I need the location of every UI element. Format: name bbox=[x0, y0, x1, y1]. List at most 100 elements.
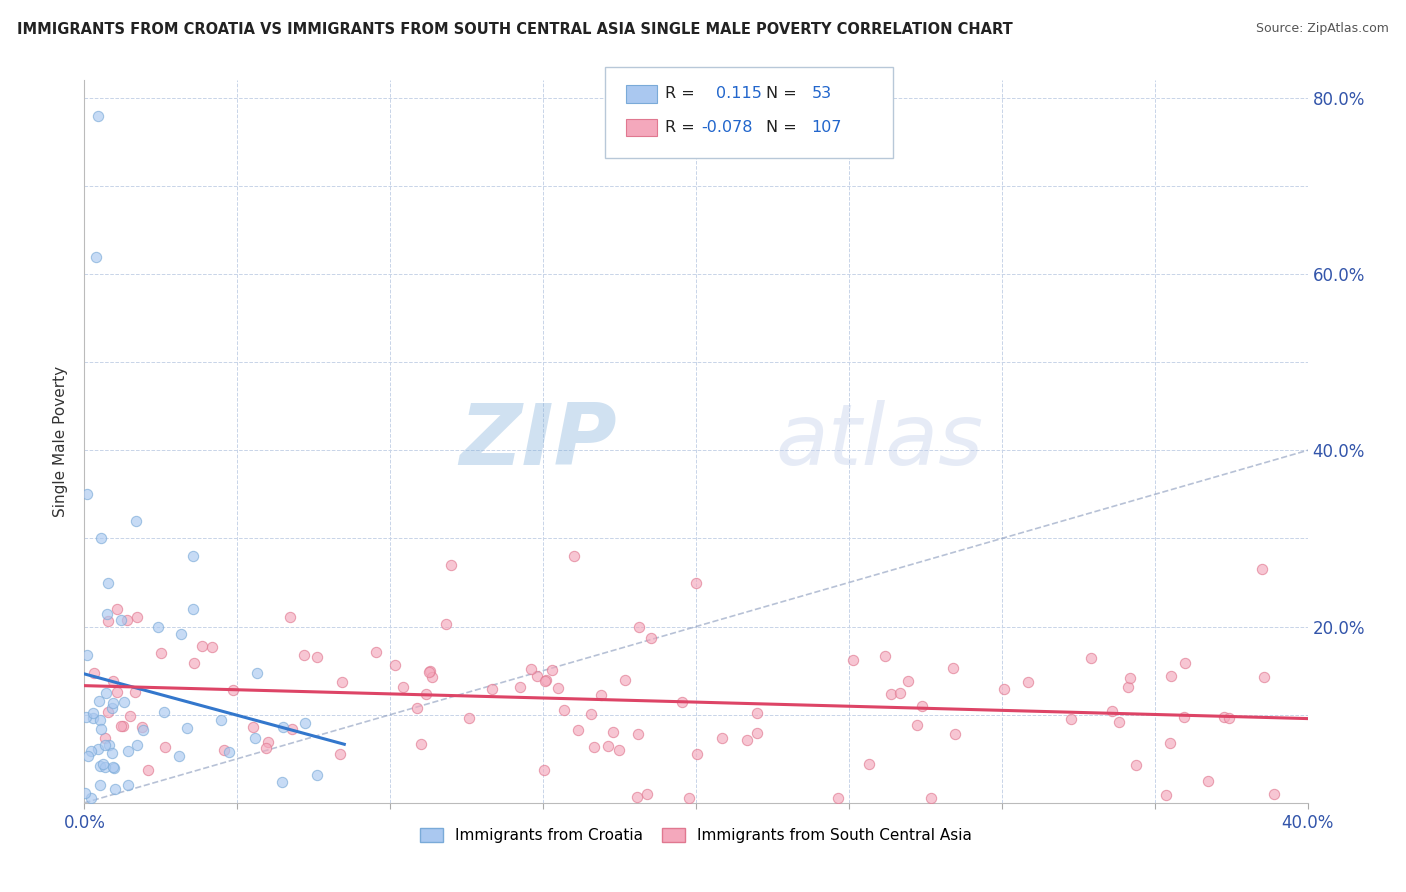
Point bbox=[1159, 736, 1181, 750]
Point bbox=[132, 723, 155, 737]
Text: 0.115: 0.115 bbox=[716, 87, 762, 101]
Point bbox=[84, 250, 107, 264]
Point bbox=[101, 673, 124, 688]
Point bbox=[562, 549, 585, 563]
Point bbox=[420, 670, 443, 684]
Text: 53: 53 bbox=[811, 87, 831, 101]
Point bbox=[920, 791, 942, 805]
Point bbox=[94, 760, 117, 774]
Point bbox=[943, 727, 966, 741]
Point bbox=[942, 661, 965, 675]
Point bbox=[415, 687, 437, 701]
Point bbox=[292, 648, 315, 663]
Point bbox=[76, 487, 98, 501]
Point bbox=[842, 653, 865, 667]
Point bbox=[598, 739, 620, 753]
Point bbox=[534, 673, 557, 688]
Point bbox=[149, 646, 172, 660]
Point bbox=[278, 610, 301, 624]
Point bbox=[80, 791, 103, 805]
Point bbox=[905, 718, 928, 732]
Text: Source: ZipAtlas.com: Source: ZipAtlas.com bbox=[1256, 22, 1389, 36]
Point bbox=[183, 602, 205, 616]
Point bbox=[419, 664, 441, 678]
Point bbox=[567, 723, 589, 738]
Point bbox=[127, 610, 149, 624]
Point bbox=[418, 665, 440, 679]
Point bbox=[294, 716, 316, 731]
Text: IMMIGRANTS FROM CROATIA VS IMMIGRANTS FROM SOUTH CENTRAL ASIA SINGLE MALE POVERT: IMMIGRANTS FROM CROATIA VS IMMIGRANTS FR… bbox=[17, 22, 1012, 37]
Point bbox=[90, 532, 112, 546]
Point bbox=[212, 743, 235, 757]
Point bbox=[136, 764, 159, 778]
Point bbox=[1116, 681, 1139, 695]
Point bbox=[96, 607, 118, 622]
Point bbox=[112, 719, 135, 733]
Point bbox=[330, 675, 353, 690]
Point bbox=[745, 706, 768, 720]
Point bbox=[222, 683, 245, 698]
Point bbox=[626, 789, 648, 804]
Point bbox=[181, 549, 204, 563]
Point bbox=[391, 680, 413, 694]
Point bbox=[131, 720, 153, 734]
Point bbox=[117, 613, 139, 627]
Point bbox=[103, 761, 125, 775]
Point bbox=[75, 786, 97, 800]
Point bbox=[89, 778, 111, 792]
Text: ZIP: ZIP bbox=[458, 400, 616, 483]
Point bbox=[101, 746, 124, 760]
Point bbox=[1119, 671, 1142, 685]
Point bbox=[209, 713, 232, 727]
Point bbox=[190, 640, 212, 654]
Point bbox=[406, 701, 429, 715]
Point bbox=[94, 731, 117, 746]
Point bbox=[103, 696, 125, 710]
Point bbox=[87, 109, 110, 123]
Point bbox=[685, 575, 707, 590]
Point bbox=[97, 575, 120, 590]
Point bbox=[124, 685, 146, 699]
Point bbox=[526, 669, 548, 683]
Text: R =: R = bbox=[665, 120, 695, 135]
Point bbox=[87, 742, 110, 756]
Point bbox=[1253, 670, 1275, 684]
Point bbox=[366, 645, 388, 659]
Point bbox=[637, 787, 659, 801]
Point bbox=[1173, 710, 1195, 724]
Point bbox=[76, 648, 98, 662]
Point bbox=[305, 767, 328, 781]
Y-axis label: Single Male Poverty: Single Male Poverty bbox=[53, 366, 69, 517]
Point bbox=[678, 791, 700, 805]
Text: N =: N = bbox=[766, 120, 797, 135]
Point bbox=[1017, 674, 1039, 689]
Point bbox=[533, 763, 555, 777]
Point bbox=[104, 782, 127, 797]
Point bbox=[1154, 789, 1177, 803]
Point bbox=[628, 620, 651, 634]
Point bbox=[607, 743, 630, 757]
Point bbox=[553, 703, 575, 717]
Point bbox=[710, 731, 733, 745]
Point bbox=[1125, 757, 1147, 772]
Point bbox=[889, 686, 911, 700]
Point bbox=[118, 708, 141, 723]
Point bbox=[582, 740, 605, 755]
Point bbox=[1218, 711, 1240, 725]
Point bbox=[201, 640, 224, 654]
Point bbox=[581, 706, 603, 721]
Point bbox=[1080, 651, 1102, 665]
Point bbox=[271, 774, 294, 789]
Point bbox=[87, 693, 110, 707]
Point bbox=[440, 558, 463, 572]
Point bbox=[97, 739, 120, 753]
Text: atlas: atlas bbox=[776, 400, 983, 483]
Point bbox=[640, 632, 662, 646]
Point bbox=[1108, 714, 1130, 729]
Point bbox=[75, 710, 97, 724]
Point bbox=[242, 720, 264, 734]
Point bbox=[96, 686, 118, 700]
Point bbox=[176, 721, 198, 735]
Point bbox=[547, 681, 569, 695]
Point bbox=[1174, 657, 1197, 671]
